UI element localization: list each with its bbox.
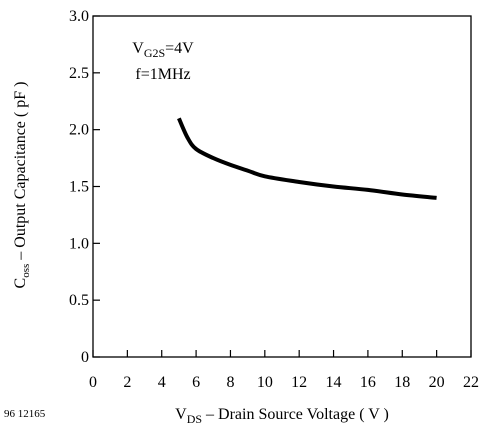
x-tick-label: 18 [394, 374, 410, 391]
y-axis-label: Coss – Output Capacitance ( pF ) [12, 82, 32, 289]
x-tick-label: 14 [326, 374, 342, 391]
x-tick-label: 4 [158, 374, 166, 391]
series-line-0 [177, 117, 437, 200]
x-tick-label: 6 [192, 374, 200, 391]
annotation-line1: VG2S=4V [132, 40, 194, 60]
x-tick-label: 22 [463, 374, 479, 391]
x-tick-label: 12 [291, 374, 307, 391]
figure-id: 96 12165 [4, 408, 46, 420]
y-tick-label: 0 [81, 349, 89, 366]
y-axis-ticks: 0 0.5 1.0 1.5 2.0 2.5 3.0 [69, 8, 100, 366]
y-tick-label: 3.0 [69, 8, 89, 25]
y-tick-label: 0.5 [69, 292, 89, 309]
annotation-box [109, 34, 217, 96]
x-tick-label: 20 [429, 374, 445, 391]
y-tick-label: 1.0 [69, 235, 89, 252]
x-tick-label: 8 [226, 374, 234, 391]
x-tick-label: 0 [89, 374, 97, 391]
y-tick-label: 2.5 [69, 65, 89, 82]
series-group [177, 117, 437, 200]
y-tick-label: 2.0 [69, 122, 89, 139]
annotation-line2: f=1MHz [135, 66, 190, 83]
x-axis-label: VDS – Drain Source Voltage ( V ) [175, 406, 389, 426]
x-tick-label: 2 [123, 374, 131, 391]
x-axis-ticks: 0 2 4 6 8 10 12 14 16 18 20 22 [89, 350, 479, 391]
x-tick-label: 10 [257, 374, 273, 391]
x-tick-label: 16 [360, 374, 376, 391]
y-tick-label: 1.5 [69, 179, 89, 196]
